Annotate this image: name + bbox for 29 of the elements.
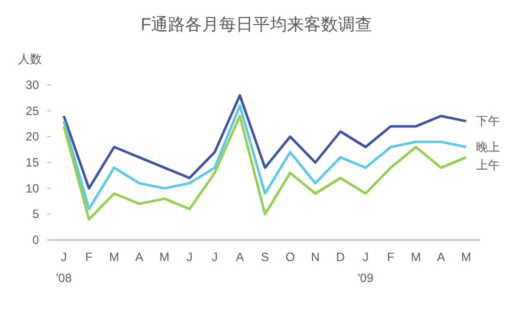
y-tick-label: 20	[26, 130, 40, 144]
series-label: 上午	[476, 158, 500, 172]
y-tick-label: 5	[32, 207, 40, 222]
x-tick-label: S	[260, 250, 270, 264]
series-label: 下午	[476, 114, 500, 128]
y-tick-label: 15	[26, 156, 40, 170]
x-tick-label: J '08	[56, 250, 72, 285]
x-tick-label: J	[186, 250, 193, 264]
y-tick-label: 10	[26, 181, 40, 196]
x-tick-label: J '09	[358, 250, 374, 285]
x-tick-label: M	[159, 250, 170, 264]
chart-title: F通路各月每日平均来客数调查	[140, 15, 372, 34]
x-tick-label: J	[212, 250, 218, 264]
x-tick-label: M	[461, 250, 472, 264]
y-axis-title: 人数	[18, 52, 42, 66]
series-label: 晚上	[476, 140, 500, 154]
x-tick-label: A	[135, 250, 144, 264]
x-tick-label: F	[85, 250, 93, 264]
x-tick-label: A	[437, 250, 446, 264]
x-tick-label: M	[410, 250, 421, 264]
x-tick-label: M	[109, 250, 120, 264]
y-tick-label: 0	[32, 233, 40, 247]
y-tick-label: 30	[26, 78, 40, 92]
x-tick-label: A	[236, 250, 244, 264]
x-tick-label: D	[336, 250, 346, 264]
y-tick-label: 25	[26, 104, 40, 118]
x-tick-label: F	[387, 250, 394, 264]
x-tick-label: O	[285, 250, 295, 264]
x-tick-label: N	[310, 250, 320, 264]
